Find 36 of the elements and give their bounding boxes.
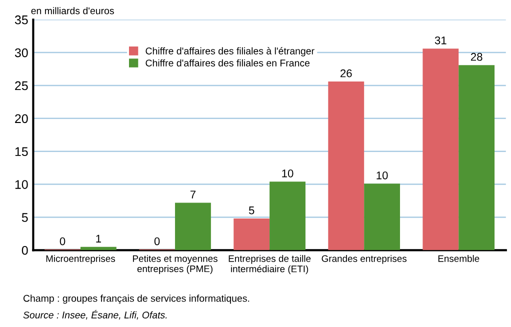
x-tick-label: Grandes entreprises (322, 255, 407, 264)
bar (234, 218, 270, 250)
y-tick-label: 15 (15, 147, 28, 156)
bar (270, 182, 306, 250)
legend-label: Chiffre d'affaires des filiales en France (146, 59, 310, 66)
data-label: 0 (154, 237, 160, 246)
bar (458, 65, 495, 250)
legend-label: Chiffre d'affaires des filiales à l'étranger (146, 47, 314, 56)
y-tick-label: 35 (14, 15, 28, 24)
data-label: 28 (470, 52, 482, 61)
data-label: 10 (376, 171, 388, 180)
y-tick-label: 10 (15, 180, 28, 189)
data-label: 26 (340, 69, 352, 78)
y-tick-label: 25 (15, 81, 28, 90)
y-tick-label: 5 (22, 213, 28, 222)
x-tick-label: Ensemble (438, 255, 480, 262)
y-tick-label: 0 (22, 246, 28, 255)
data-label: 10 (282, 170, 294, 178)
source-note: Source : Insee, Ésane, Lifi, Ofats. (23, 310, 167, 320)
bar (175, 202, 211, 250)
x-tick-label: Entreprises de taille intermédiaire (ETI) (228, 255, 311, 274)
data-label: 31 (434, 36, 446, 44)
text: Champ : groupes français de services informatiques. (23, 294, 250, 304)
data-label: 0 (60, 237, 66, 246)
bar (422, 48, 459, 250)
data-label: 1 (96, 234, 101, 242)
y-tick-label: 20 (15, 114, 28, 124)
x-tick-label: Petites et moyennes entreprises (PME) (133, 255, 218, 274)
y-axis-title: en milliards d'euros (31, 7, 114, 14)
y-tick-label: 30 (14, 48, 28, 58)
bar (328, 82, 364, 250)
data-label: 5 (248, 206, 254, 214)
bar (80, 246, 116, 250)
x-tick-label: Microentreprises (46, 255, 116, 264)
data-label: 7 (190, 190, 196, 198)
bar (364, 184, 400, 250)
